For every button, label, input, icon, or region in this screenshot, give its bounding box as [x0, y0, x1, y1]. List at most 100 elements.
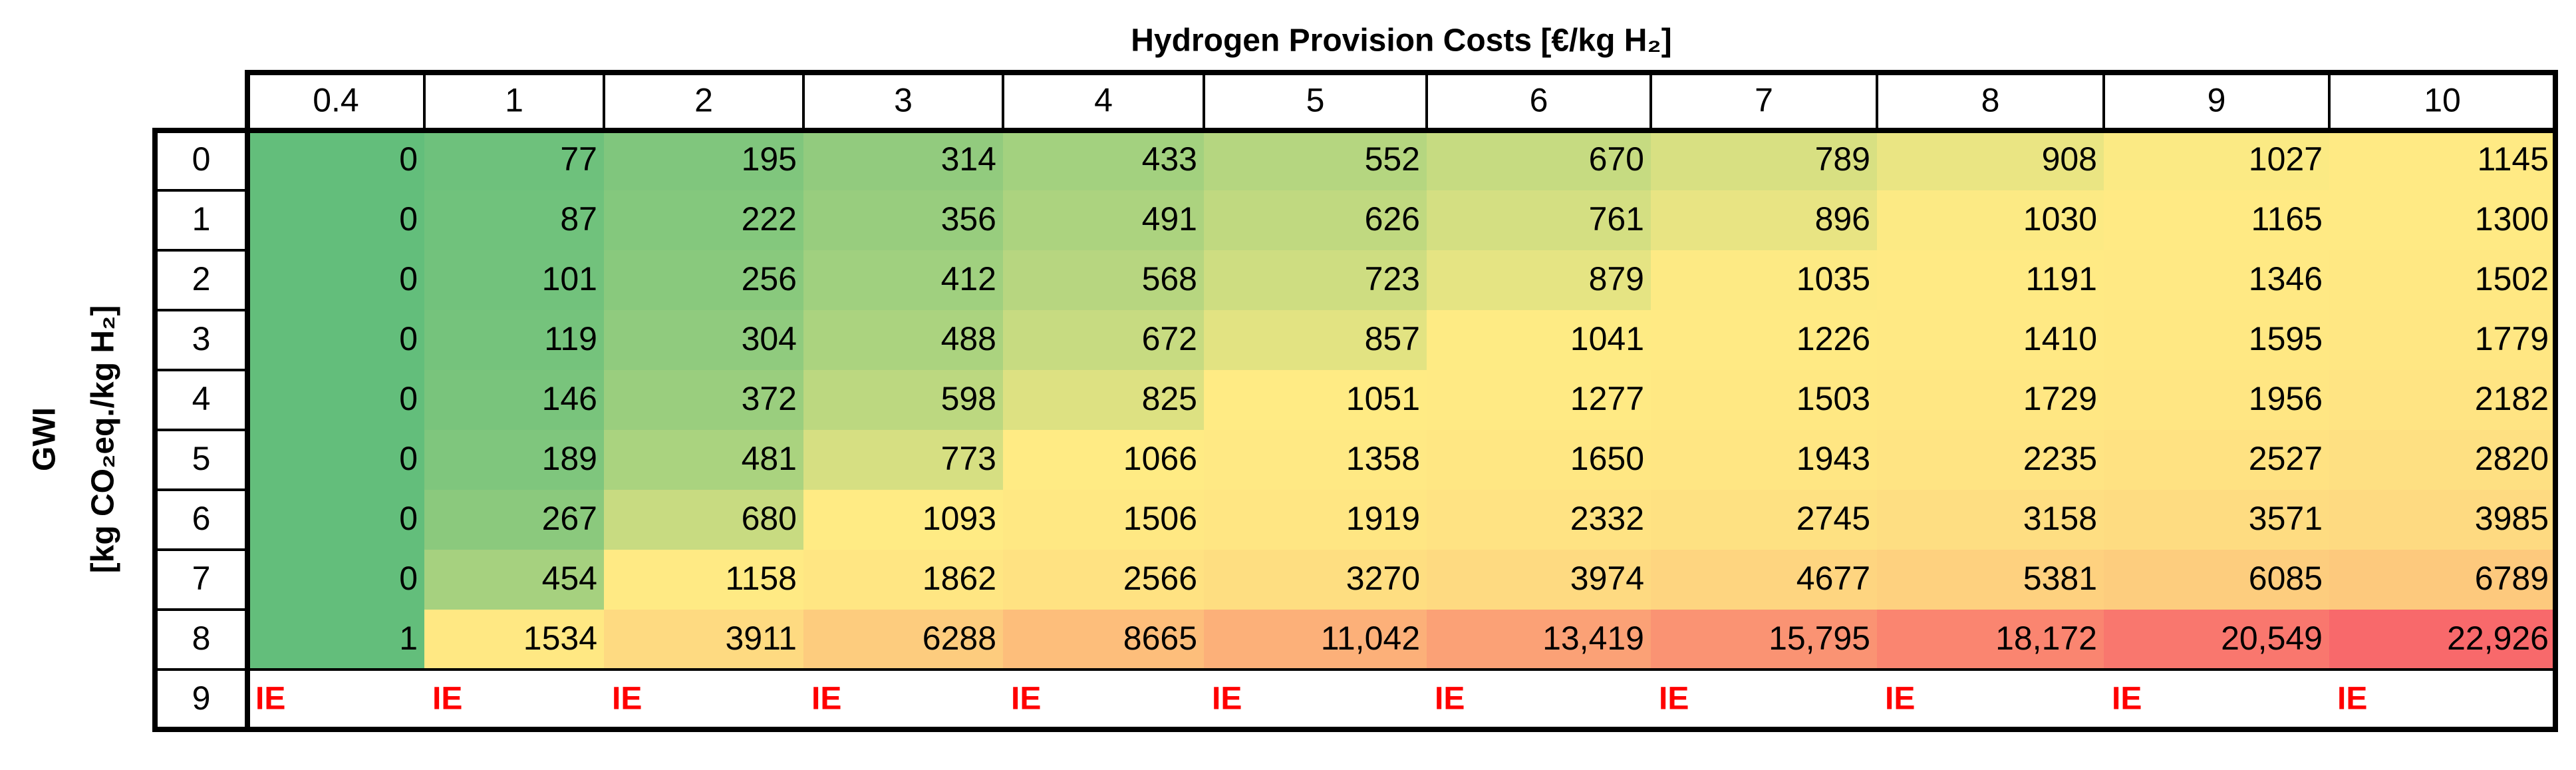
cell-value-label: 1051	[1346, 380, 1420, 417]
cell-value-label: 3974	[1570, 560, 1644, 597]
heatmap-cell	[2329, 610, 2555, 670]
cell-value-label: 568	[1142, 260, 1197, 297]
heatmap-cell	[424, 550, 604, 610]
cell-na-label: IE	[255, 681, 285, 717]
cell-value-label: 3270	[1346, 560, 1420, 597]
x-tick-label: 10	[2424, 82, 2461, 119]
heatmap-cell	[247, 310, 424, 370]
cell-value-label: 2182	[2475, 380, 2549, 417]
x-tick-label: 6	[1530, 82, 1548, 119]
cell-value-label: 1503	[1796, 380, 1870, 417]
cell-value-label: 20,549	[2221, 620, 2323, 657]
cell-value-label: 1027	[2249, 140, 2323, 178]
heatmap-cell	[1877, 310, 2104, 370]
cell-value-label: 6288	[923, 620, 996, 657]
heatmap-cell	[2329, 370, 2555, 430]
heatmap-cell	[1877, 550, 2104, 610]
heatmap-cell	[604, 250, 803, 310]
cell-value-label: 1595	[2249, 320, 2323, 357]
x-tick-label: 4	[1094, 82, 1113, 119]
heatmap-cell	[1427, 670, 1651, 729]
cell-value-label: 789	[1815, 140, 1870, 178]
cell-value-label: 598	[941, 380, 996, 417]
heatmap-cell	[803, 430, 1003, 490]
cell-value-label: 314	[941, 140, 996, 178]
cell-value-label: 626	[1365, 200, 1420, 238]
heatmap-cell	[1651, 190, 1877, 250]
heatmap-cell	[424, 430, 604, 490]
heatmap-cell	[1003, 370, 1204, 430]
table-grid	[152, 70, 2558, 732]
heatmap-cell	[1427, 490, 1651, 550]
cell-value-label: 1534	[523, 620, 597, 657]
cell-na-label: IE	[432, 681, 462, 717]
y-tick-label: 8	[192, 620, 211, 657]
cell-value-label: 22,926	[2447, 620, 2549, 657]
cell-value-label: 189	[542, 440, 597, 477]
cell-value-label: 670	[1589, 140, 1644, 178]
cell-na-label: IE	[811, 681, 841, 717]
heatmap-cell	[247, 490, 424, 550]
cell-na-label: IE	[1435, 681, 1465, 717]
heatmap-cell	[247, 190, 424, 250]
x-tick-label: 0.4	[313, 82, 359, 119]
x-tick-label: 8	[1981, 82, 2000, 119]
heatmap-cell	[1877, 670, 2104, 729]
heatmap-cell	[803, 130, 1003, 190]
cell-value-label: 2566	[1123, 560, 1197, 597]
heatmap-cell	[2104, 190, 2329, 250]
heatmap-cell	[424, 190, 604, 250]
heatmap-cell	[1427, 190, 1651, 250]
heatmap-cell	[247, 550, 424, 610]
x-tick-label: 5	[1306, 82, 1325, 119]
cell-na-label: IE	[2337, 681, 2367, 717]
heatmap-cell	[1877, 130, 2104, 190]
cell-value-label: 1277	[1570, 380, 1644, 417]
cell-na-label: IE	[1212, 681, 1242, 717]
heatmap-cell	[1427, 550, 1651, 610]
cell-value-label: 15,795	[1769, 620, 1870, 657]
cell-na-label: IE	[1885, 681, 1915, 717]
heatmap-cell	[2104, 130, 2329, 190]
heatmap-cell	[2329, 190, 2555, 250]
heatmap-cell	[2329, 550, 2555, 610]
cell-value-label: 13,419	[1542, 620, 1644, 657]
cell-value-label: 146	[542, 380, 597, 417]
heatmap-cell	[1204, 190, 1427, 250]
cell-value-label: 680	[742, 500, 797, 537]
body-border	[245, 128, 2558, 732]
heatmap-cell	[2104, 490, 2329, 550]
cell-value-label: 1093	[923, 500, 996, 537]
cell-value-label: 0	[399, 260, 418, 297]
cell-value-label: 723	[1365, 260, 1420, 297]
cell-value-label: 0	[399, 500, 418, 537]
heatmap-cell	[1427, 430, 1651, 490]
heatmap-cells	[247, 130, 2555, 729]
heatmap-cell	[604, 490, 803, 550]
cell-value-label: 372	[742, 380, 797, 417]
cell-value-label: 267	[542, 500, 597, 537]
heatmap-cell	[1877, 430, 2104, 490]
heatmap-cell	[1427, 370, 1651, 430]
heatmap-cell	[1204, 670, 1427, 729]
heatmap-cell	[604, 130, 803, 190]
y-tick-label: 6	[192, 500, 211, 537]
x-tick-label: 2	[694, 82, 713, 119]
heatmap-cell	[803, 610, 1003, 670]
heatmap-cell	[1003, 250, 1204, 310]
cell-value-label: 552	[1365, 140, 1420, 178]
cell-value-label: 2527	[2249, 440, 2323, 477]
heatmap-cell	[604, 610, 803, 670]
heatmap-cell	[2329, 430, 2555, 490]
cell-value-label: 672	[1142, 320, 1197, 357]
heatmap-cell	[1204, 610, 1427, 670]
cell-value-label: 1041	[1570, 320, 1644, 357]
y-tick-label: 5	[192, 440, 211, 477]
heatmap-cell	[1204, 490, 1427, 550]
heatmap-cell	[1427, 130, 1651, 190]
cell-value-label: 1502	[2475, 260, 2549, 297]
heatmap-cell	[424, 370, 604, 430]
cell-value-label: 1035	[1796, 260, 1870, 297]
cell-value-label: 412	[941, 260, 996, 297]
